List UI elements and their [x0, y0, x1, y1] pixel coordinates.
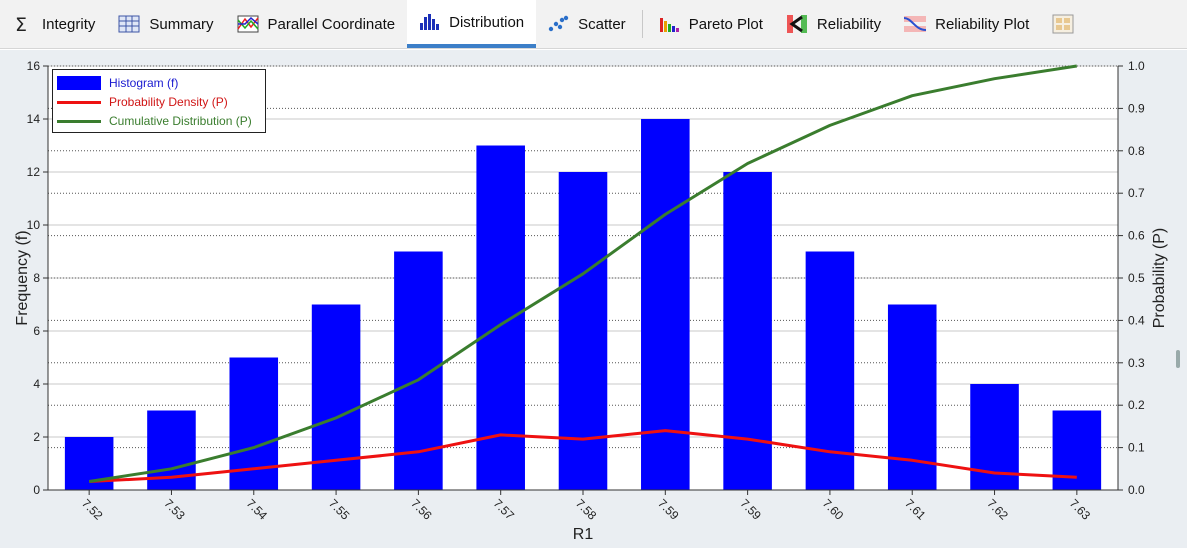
y-tick-label: 14 [27, 112, 41, 126]
x-tick-label: 7.55 [326, 496, 353, 523]
legend-label-histogram: Histogram (f) [109, 76, 179, 90]
toolbar-separator [641, 10, 643, 38]
histogram-bar [1052, 410, 1102, 490]
y2-tick-label: 0.6 [1128, 229, 1145, 243]
chart-legend: Histogram (f) Probability Density (P) Cu… [52, 69, 266, 133]
y2-tick-label: 0.8 [1128, 144, 1145, 158]
y2-axis-title: Probability (P) [1151, 228, 1168, 328]
tab-distribution[interactable]: Distribution [407, 0, 537, 48]
tab-reliability-label: Reliability [816, 15, 882, 33]
histogram-bar [558, 172, 608, 490]
y2-tick-label: 1.0 [1128, 59, 1145, 73]
parallel-coordinate-icon [236, 14, 260, 34]
x-tick-label: 7.57 [491, 496, 518, 523]
legend-item-density: Probability Density (P) [57, 93, 228, 111]
y-tick-label: 6 [33, 324, 40, 338]
legend-swatch-histogram [57, 76, 101, 90]
y2-tick-label: 0.5 [1128, 271, 1145, 285]
tab-parallel-coordinate[interactable]: Parallel Coordinate [226, 0, 408, 48]
y-tick-label: 8 [33, 271, 40, 285]
tab-integrity[interactable]: Σ Integrity [0, 0, 107, 48]
histogram-icon [417, 12, 441, 32]
scrollbar-handle[interactable] [1176, 350, 1180, 368]
sigma-icon: Σ [10, 14, 34, 34]
tab-distribution-label: Distribution [449, 13, 525, 31]
histogram-bar [476, 145, 525, 490]
x-tick-label: 7.53 [161, 496, 188, 523]
x-tick-label: 7.63 [1067, 496, 1094, 523]
y2-tick-label: 0.3 [1128, 356, 1145, 370]
reliability-plot-icon [903, 14, 927, 34]
legend-item-cumulative: Cumulative Distribution (P) [57, 112, 252, 130]
y-tick-label: 2 [33, 430, 40, 444]
legend-label-density: Probability Density (P) [109, 95, 228, 109]
tab-pareto-plot-label: Pareto Plot [688, 15, 763, 33]
y2-tick-label: 0.9 [1128, 101, 1145, 115]
x-axis-title: R1 [573, 526, 594, 543]
scatter-icon [546, 14, 570, 34]
y-tick-label: 0 [33, 483, 40, 497]
cumulative-distribution-line [88, 64, 1078, 483]
x-tick-label: 7.60 [820, 496, 847, 523]
reliability-icon [785, 14, 809, 34]
y2-tick-label: 0.0 [1128, 483, 1145, 497]
tab-reliability-plot-label: Reliability Plot [935, 15, 1030, 33]
y2-tick-label: 0.4 [1128, 313, 1145, 327]
x-tick-label: 7.58 [573, 496, 600, 523]
y-tick-label: 16 [27, 59, 41, 73]
distribution-chart: 0 2 4 6 8 10 12 14 16 0.0 0.1 0.2 0.3 0.4 0.5 0.6 0.7 0.8… [0, 50, 1187, 548]
layout-options-button[interactable] [1041, 0, 1095, 48]
x-tick-label: 7.59 [655, 496, 682, 523]
svg-text:Σ: Σ [15, 14, 27, 34]
pareto-icon [657, 14, 681, 34]
tab-summary[interactable]: Summary [107, 0, 225, 48]
x-tick-label: 7.59 [737, 496, 764, 523]
tab-pareto-plot[interactable]: Pareto Plot [647, 0, 775, 48]
legend-item-histogram: Histogram (f) [57, 74, 178, 92]
tab-reliability[interactable]: Reliability [775, 0, 893, 48]
y-axis-title: Frequency (f) [14, 230, 31, 325]
y-tick-label: 4 [33, 377, 40, 391]
chart-canvas: 0 2 4 6 8 10 12 14 16 0.0 0.1 0.2 0.3 0.4 0.5 0.6 0.7 0.8… [14, 59, 1168, 543]
y2-tick-label: 0.1 [1128, 441, 1145, 455]
tab-scatter[interactable]: Scatter [536, 0, 638, 48]
tab-parallel-coordinate-label: Parallel Coordinate [267, 15, 396, 33]
x-tick-label: 7.54 [244, 496, 271, 523]
tab-summary-label: Summary [149, 15, 214, 33]
legend-swatch-density [57, 95, 101, 109]
legend-label-cumulative: Cumulative Distribution (P) [109, 114, 252, 128]
tab-reliability-plot[interactable]: Reliability Plot [893, 0, 1041, 48]
tab-scatter-label: Scatter [578, 15, 626, 33]
y-tick-label: 12 [27, 165, 41, 179]
x-tick-label: 7.62 [984, 496, 1011, 523]
x-tick-label: 7.61 [902, 496, 929, 523]
x-tick-label: 7.56 [408, 496, 435, 523]
x-tick-label: 7.52 [79, 496, 106, 523]
y2-tick-label: 0.2 [1128, 398, 1145, 412]
table-icon [117, 14, 141, 34]
tab-integrity-label: Integrity [42, 15, 96, 33]
view-toolbar: Σ Integrity Summary Parallel Coordinate … [0, 0, 1187, 49]
y2-tick-label: 0.7 [1128, 186, 1145, 200]
histogram-bar [641, 119, 690, 490]
grid-layout-icon [1051, 14, 1075, 34]
legend-swatch-cumulative [57, 114, 101, 128]
probability-density-line [89, 429, 1077, 483]
y-tick-label: 10 [27, 218, 41, 232]
